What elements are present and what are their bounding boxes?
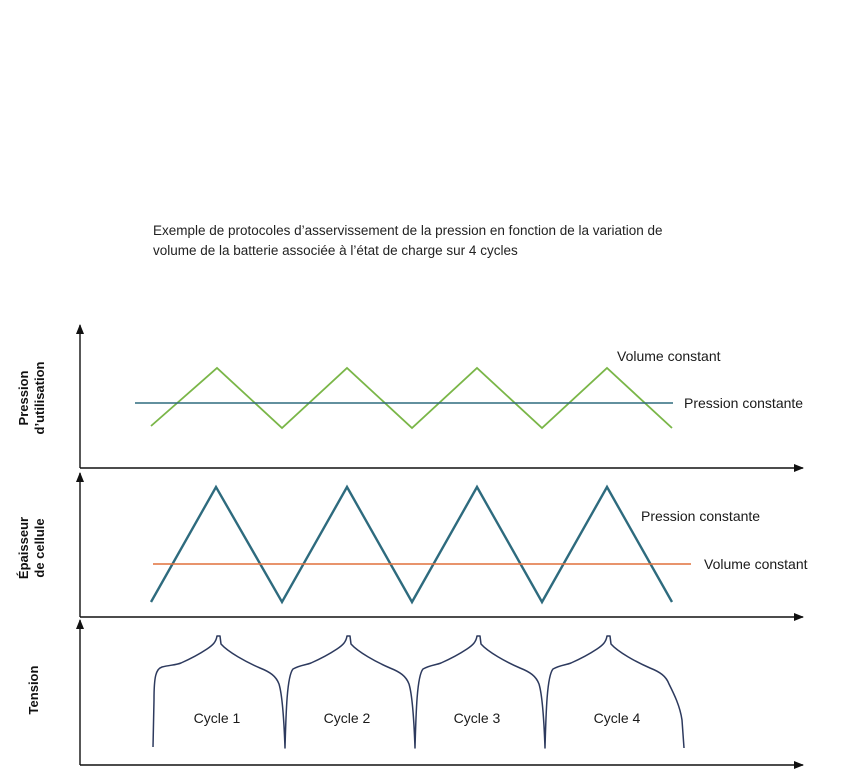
thickness-ylabel-line-2: de cellule xyxy=(32,518,47,577)
pressure-ylabel-line-1: Pression xyxy=(16,370,31,425)
cycle-label-2: Cycle 2 xyxy=(324,710,371,726)
cycle-label-4: Cycle 4 xyxy=(594,710,641,726)
thickness-zigzag-label: Pression constante xyxy=(641,508,760,524)
voltage-curve xyxy=(152,635,685,749)
pressure-ylabel-line-2: d’utilisation xyxy=(32,361,47,434)
thickness-ylabel: Épaisseur de cellule xyxy=(16,517,47,579)
voltage-ylabel-text: Tension xyxy=(26,666,41,715)
axes xyxy=(76,324,804,769)
pressure-flat-label: Pression constante xyxy=(684,395,803,411)
pressure-zigzag-line xyxy=(150,366,673,430)
caption-line-1: Exemple de protocoles d’asservissement d… xyxy=(153,223,663,238)
pressure-zigzag-label: Volume constant xyxy=(617,348,721,364)
voltage-ylabel: Tension xyxy=(26,666,41,715)
cycle-label-1: Cycle 1 xyxy=(194,710,241,726)
thickness-ylabel-line-1: Épaisseur xyxy=(16,517,31,579)
cycle-label-3: Cycle 3 xyxy=(454,710,501,726)
pressure-ylabel: Pression d’utilisation xyxy=(16,361,47,434)
diagram-caption: Exemple de protocoles d’asservissement d… xyxy=(153,221,793,261)
thickness-flat-label: Volume constant xyxy=(704,556,808,572)
caption-line-2: volume de la batterie associée à l’état … xyxy=(153,243,518,258)
thickness-zigzag-line xyxy=(149,484,674,605)
